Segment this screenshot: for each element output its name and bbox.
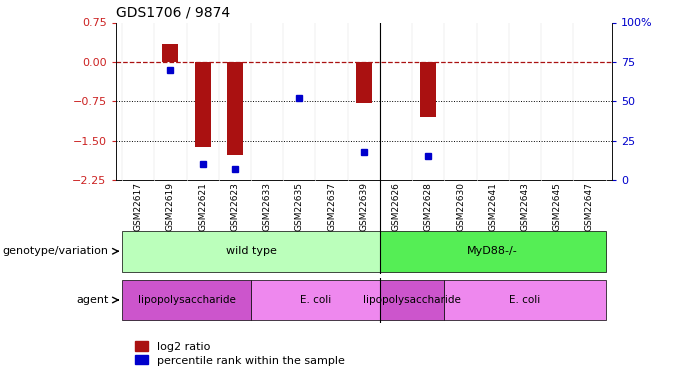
Bar [163,44,178,62]
Text: GSM22639: GSM22639 [359,183,369,231]
Bar [122,280,251,320]
Text: GSM22633: GSM22633 [262,183,271,231]
Text: GSM22641: GSM22641 [488,183,497,231]
Bar [194,62,211,147]
Text: GSM22645: GSM22645 [553,183,562,231]
Bar [356,62,372,103]
Text: GSM22621: GSM22621 [198,183,207,231]
Bar [227,62,243,155]
Text: GSM22635: GSM22635 [295,183,304,231]
Bar [420,62,437,117]
Text: GSM22643: GSM22643 [520,183,530,231]
Text: MyD88-/-: MyD88-/- [467,246,518,256]
Text: wild type: wild type [226,246,276,256]
Bar [380,231,606,272]
Text: GSM22647: GSM22647 [585,183,594,231]
Text: E. coli: E. coli [509,295,541,305]
Bar [251,280,380,320]
Text: genotype/variation: genotype/variation [3,246,109,256]
Text: GSM22623: GSM22623 [231,183,239,231]
Text: lipopolysaccharide: lipopolysaccharide [137,295,235,305]
Text: lipopolysaccharide: lipopolysaccharide [363,295,461,305]
Text: GSM22617: GSM22617 [134,183,143,231]
Text: GSM22626: GSM22626 [392,183,401,231]
Legend: log2 ratio, percentile rank within the sample: log2 ratio, percentile rank within the s… [135,342,345,366]
Text: GSM22619: GSM22619 [166,183,175,231]
Text: GSM22628: GSM22628 [424,183,432,231]
Text: GSM22630: GSM22630 [456,183,465,231]
Bar [380,280,445,320]
Text: GDS1706 / 9874: GDS1706 / 9874 [116,6,230,20]
Bar [445,280,606,320]
Text: GSM22637: GSM22637 [327,183,336,231]
Text: agent: agent [76,295,109,305]
Bar [122,231,380,272]
Text: E. coli: E. coli [300,295,331,305]
